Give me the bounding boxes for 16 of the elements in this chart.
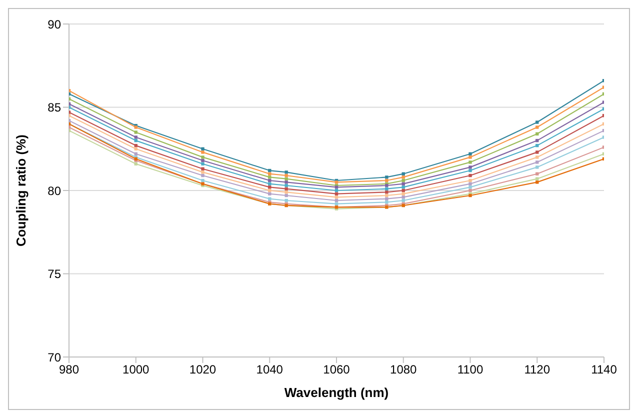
- y-tick-label: 75: [48, 267, 62, 282]
- x-tick-label: 1020: [189, 362, 216, 377]
- x-tick-label: 980: [58, 362, 80, 377]
- x-tick-label: 1140: [591, 362, 618, 377]
- y-tick-label: 80: [48, 184, 62, 198]
- x-tick-label: 1120: [524, 362, 550, 377]
- x-tick-label: 1000: [122, 362, 150, 377]
- x-axis-title: Wavelength (nm): [284, 385, 389, 400]
- x-tick-label: 1040: [256, 362, 284, 377]
- y-axis-title: Coupling ratio (%): [14, 134, 29, 246]
- y-tick-label: 90: [48, 17, 62, 32]
- x-tick-label: 1060: [323, 362, 350, 377]
- y-tick-label: 70: [48, 350, 62, 364]
- x-tick-label: 1100: [457, 362, 484, 377]
- x-tick-label: 1080: [390, 362, 418, 377]
- y-tick-label: 85: [48, 100, 62, 115]
